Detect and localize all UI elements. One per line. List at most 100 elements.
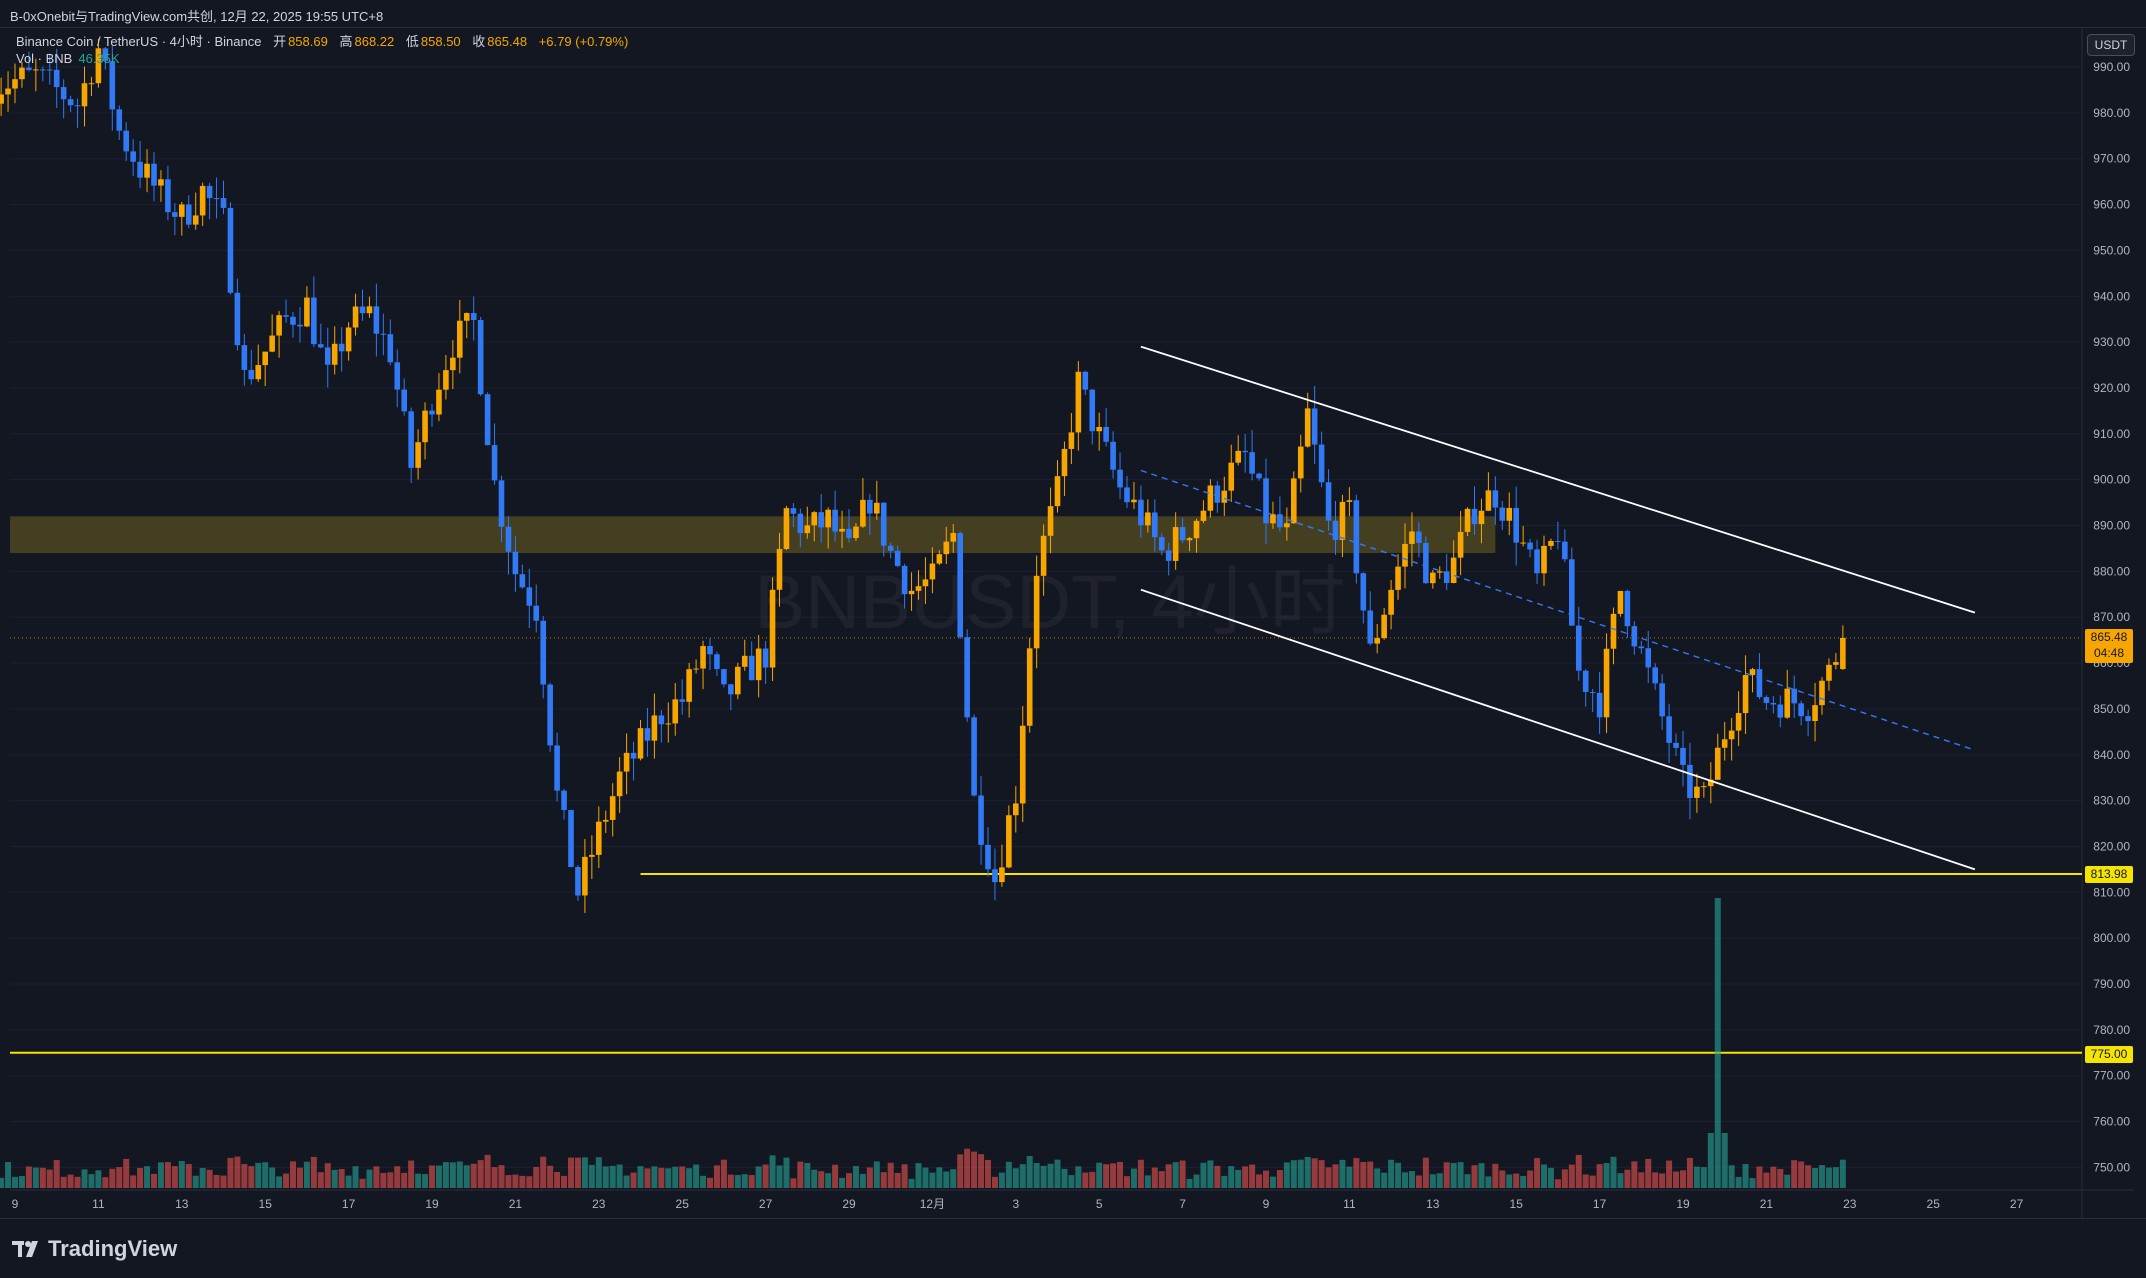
change-value: +6.79 (+0.79%) <box>538 34 629 49</box>
volume-bar <box>192 1175 199 1188</box>
candle-body <box>137 161 143 178</box>
price-tick-label: 800.00 <box>2093 931 2130 945</box>
candle-body <box>102 48 109 62</box>
volume-bar <box>1777 1168 1784 1188</box>
candle-body <box>1471 508 1478 525</box>
candle-body <box>1402 543 1408 567</box>
volume-bar <box>1103 1164 1110 1188</box>
price-tick-label: 790.00 <box>2093 977 2130 991</box>
volume-bar <box>1186 1178 1193 1188</box>
volume-label[interactable]: Vol · BNB <box>16 51 73 66</box>
volume-bar <box>60 1176 67 1188</box>
volume-bar <box>74 1176 81 1188</box>
volume-bar <box>665 1168 672 1188</box>
volume-bar <box>429 1165 435 1188</box>
time-tick-label: 3 <box>1012 1197 1019 1211</box>
candle-body <box>1617 590 1624 614</box>
header-title: B-0xOnebit与TradingView.com共创, 12月 22, 20… <box>10 9 384 24</box>
time-tick-label: 21 <box>509 1197 523 1211</box>
channel-mid-dashed-line[interactable] <box>1140 469 1976 751</box>
volume-bar <box>825 1173 832 1188</box>
candle-body <box>95 48 102 84</box>
candle-body <box>1645 648 1652 668</box>
candle-body <box>978 795 984 845</box>
candle-body <box>5 88 11 95</box>
volume-bar <box>832 1164 839 1188</box>
candle-body <box>359 306 366 314</box>
candle-body <box>776 548 783 590</box>
candle-body <box>700 646 706 669</box>
volume-bar <box>338 1169 345 1188</box>
candle-body <box>19 67 25 80</box>
candle-body <box>116 109 123 131</box>
volume-bar <box>1464 1174 1471 1188</box>
time-tick-label: 29 <box>842 1197 856 1211</box>
volume-bar <box>303 1161 310 1188</box>
candle-body <box>387 334 394 363</box>
tradingview-logo[interactable]: TradingView <box>12 1236 177 1262</box>
volume-bar <box>1450 1162 1457 1188</box>
volume-bar <box>394 1166 401 1188</box>
candle-body <box>992 869 998 883</box>
candle-body <box>554 745 560 791</box>
channel-upper-line[interactable] <box>1140 345 1976 614</box>
volume-bar <box>574 1157 581 1188</box>
candle-body <box>394 362 401 390</box>
candle-body <box>172 212 178 217</box>
volume-bar <box>408 1160 415 1188</box>
candle-body <box>1603 648 1610 718</box>
candle-body <box>1304 408 1311 447</box>
volume-bar <box>1638 1172 1645 1188</box>
volume-bar <box>922 1167 929 1188</box>
volume-bar <box>1798 1161 1805 1188</box>
candle-body <box>762 648 769 668</box>
volume-bar <box>442 1162 449 1188</box>
candle-body <box>894 550 901 566</box>
candle-body <box>874 502 880 514</box>
volume-bar <box>1249 1164 1256 1188</box>
candle-body <box>1096 426 1102 432</box>
candle-body <box>748 655 755 681</box>
volume-bar <box>1513 1173 1520 1188</box>
volume-bar <box>936 1167 943 1188</box>
candle-body <box>144 163 150 178</box>
time-tick-label: 13 <box>175 1197 189 1211</box>
candle-body <box>1311 408 1318 445</box>
time-tick-label: 5 <box>1096 1197 1103 1211</box>
candle-body <box>0 94 4 104</box>
candle-body <box>179 204 185 217</box>
candle-body <box>971 717 977 796</box>
time-tick-label: 13 <box>1426 1197 1440 1211</box>
candle-body <box>1443 571 1450 583</box>
volume-bar <box>401 1172 408 1188</box>
price-tick-label: 760.00 <box>2093 1115 2130 1129</box>
candle-body <box>1708 779 1714 787</box>
symbol-name[interactable]: Binance Coin / TetherUS · 4小时 · Binance <box>16 34 262 49</box>
candle-body <box>1416 531 1422 543</box>
candle-body <box>1353 500 1360 574</box>
candle-body <box>728 684 734 695</box>
volume-bar <box>707 1177 713 1188</box>
channel-lower-line[interactable] <box>1140 588 1976 871</box>
volume-bar <box>568 1157 574 1188</box>
currency-unit-button[interactable]: USDT <box>2087 34 2135 56</box>
candle-body <box>1277 514 1283 528</box>
candle-body <box>373 306 380 334</box>
price-tick-label: 880.00 <box>2093 564 2130 578</box>
candle-body <box>596 821 602 855</box>
candle-body <box>811 512 818 526</box>
price-tick-label: 840.00 <box>2093 748 2130 762</box>
candle-body <box>797 513 804 534</box>
candle-body <box>1805 716 1811 722</box>
candle-body <box>651 715 658 741</box>
candle-body <box>602 819 609 822</box>
volume-bar <box>1019 1164 1026 1188</box>
candle-body <box>1374 638 1380 644</box>
candle-body <box>1013 803 1019 816</box>
volume-bar <box>1353 1158 1360 1188</box>
candle-body <box>1033 575 1040 649</box>
volume-bar <box>373 1166 380 1188</box>
volume-bar <box>18 1176 25 1188</box>
